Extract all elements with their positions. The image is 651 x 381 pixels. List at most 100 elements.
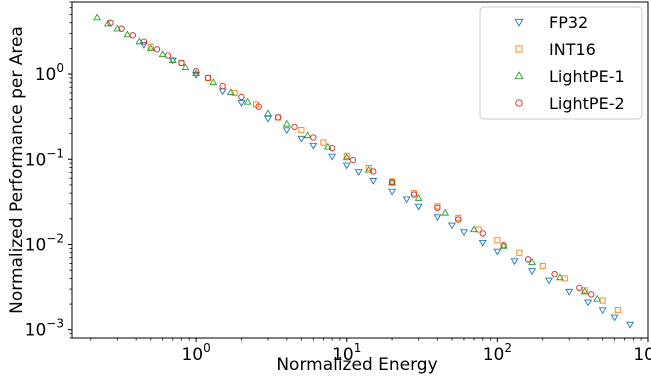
legend-frame	[479, 6, 643, 120]
data-point-lightpe-1	[441, 208, 450, 216]
data-point-lightpe-1	[580, 287, 589, 295]
data-point-int16	[365, 164, 372, 172]
data-point-fp32	[528, 268, 537, 275]
data-point-lightpe-1	[414, 194, 423, 201]
data-point-fp32	[369, 178, 378, 185]
data-point-lightpe-2	[153, 46, 161, 53]
data-point-lightpe-2	[576, 284, 583, 292]
y-tick-label: 10−3	[25, 317, 64, 341]
data-point-fp32	[544, 277, 553, 285]
data-point-fp32	[237, 100, 246, 107]
data-point-lightpe-1	[146, 44, 155, 52]
data-point-lightpe-2	[238, 93, 245, 101]
data-point-lightpe-1	[364, 165, 373, 173]
x-tick-label: 102	[483, 341, 512, 365]
data-point-lightpe-1	[323, 142, 332, 150]
data-point-lightpe-1	[168, 56, 177, 63]
x-axis-label: Normalized Energy	[276, 355, 437, 375]
data-point-lightpe-1	[103, 19, 112, 27]
data-point-fp32	[282, 127, 291, 135]
data-point-fp32	[478, 240, 487, 247]
legend-marker-int16	[515, 45, 523, 53]
legend-label-int16: INT16	[549, 40, 596, 59]
legend-marker-lightpe-1	[514, 71, 524, 80]
data-point-int16	[614, 307, 621, 314]
data-point-lightpe-1	[555, 273, 564, 281]
data-point-lightpe-1	[123, 30, 132, 38]
data-point-fp32	[354, 169, 363, 177]
data-point-fp32	[342, 162, 351, 170]
data-point-lightpe-2	[291, 123, 298, 131]
data-point-lightpe-1	[528, 258, 537, 265]
plot-frame	[71, 1, 649, 339]
data-point-int16	[231, 89, 238, 96]
data-point-fp32	[510, 258, 519, 266]
data-point-int16	[320, 139, 327, 146]
x-tick-label: 101	[332, 341, 361, 365]
data-point-lightpe-2	[410, 191, 418, 198]
data-point-fp32	[565, 288, 574, 296]
data-point-lightpe-2	[178, 59, 185, 67]
data-point-fp32	[388, 188, 397, 196]
data-point-lightpe-1	[226, 88, 235, 96]
data-point-int16	[539, 262, 546, 269]
data-point-lightpe-2	[140, 38, 148, 45]
data-point-lightpe-1	[192, 69, 201, 76]
data-point-fp32	[459, 229, 468, 237]
data-point-lightpe-2	[274, 114, 282, 121]
data-points	[93, 13, 635, 329]
data-point-fp32	[493, 248, 502, 256]
data-point-lightpe-2	[164, 52, 172, 59]
data-point-fp32	[139, 42, 148, 49]
data-point-lightpe-2	[370, 168, 377, 175]
data-point-lightpe-2	[107, 19, 114, 26]
data-point-fp32	[598, 307, 607, 315]
data-point-int16	[298, 127, 305, 134]
data-point-lightpe-1	[593, 294, 602, 302]
data-point-fp32	[414, 203, 423, 211]
data-point-lightpe-2	[255, 103, 262, 110]
data-point-lightpe-1	[282, 119, 291, 127]
data-point-lightpe-2	[455, 216, 462, 223]
data-point-lightpe-2	[434, 204, 441, 211]
data-point-fp32	[448, 222, 457, 230]
legend-label-lightpe-1: LightPE-1	[549, 67, 625, 86]
x-tick-label: 100	[181, 341, 210, 365]
data-point-lightpe-2	[524, 256, 532, 263]
data-point-lightpe-1	[158, 50, 167, 58]
data-point-lightpe-2	[349, 156, 357, 164]
data-point-fp32	[626, 321, 635, 329]
data-point-int16	[516, 249, 523, 256]
data-point-fp32	[309, 142, 318, 150]
data-point-int16	[343, 152, 350, 159]
y-tick-label: 100	[35, 61, 64, 85]
data-point-lightpe-2	[192, 68, 200, 75]
data-point-lightpe-1	[303, 131, 312, 139]
y-axis-label: Normalized Performance per Area	[7, 26, 27, 314]
data-point-fp32	[610, 314, 619, 322]
data-point-fp32	[402, 196, 411, 204]
data-point-lightpe-1	[243, 97, 252, 105]
data-point-lightpe-2	[129, 32, 136, 39]
legend-marker-fp32	[514, 18, 524, 27]
data-point-fp32	[328, 153, 337, 161]
data-point-lightpe-2	[588, 291, 595, 298]
series-fp32	[139, 42, 635, 329]
data-point-lightpe-1	[470, 225, 479, 233]
data-point-lightpe-2	[551, 270, 558, 278]
legend-marker-lightpe-2	[515, 99, 523, 107]
data-point-lightpe-2	[479, 230, 486, 237]
data-point-lightpe-2	[388, 178, 396, 186]
series-lightpe-2	[107, 19, 595, 298]
data-point-lightpe-2	[500, 242, 507, 249]
legend-label-fp32: FP32	[549, 13, 588, 32]
data-point-lightpe-2	[118, 25, 125, 32]
data-point-fp32	[263, 115, 272, 123]
data-point-fp32	[168, 57, 177, 65]
data-point-fp32	[297, 135, 306, 143]
data-point-int16	[494, 237, 501, 244]
axis-ticks: 100 101 102 103 10−3 10−2 10−1 100	[25, 1, 651, 365]
data-point-lightpe-2	[328, 144, 336, 152]
data-point-fp32	[584, 299, 593, 307]
